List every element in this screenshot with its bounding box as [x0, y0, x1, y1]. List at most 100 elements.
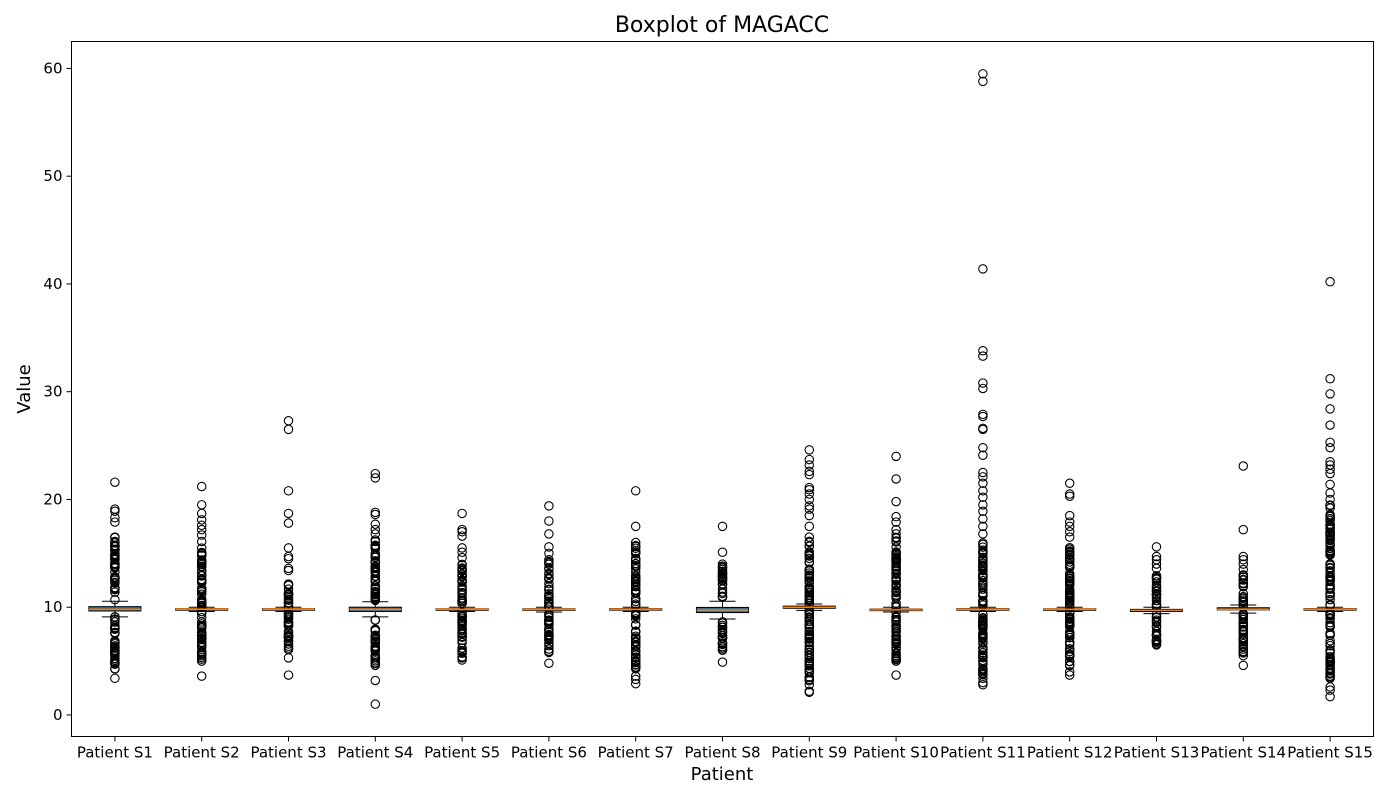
- outlier-point-10-12: [978, 478, 988, 489]
- outlier-point-10-23: [978, 351, 988, 361]
- outlier-point-7-0: [717, 657, 728, 667]
- outlier-point-1-2: [196, 536, 207, 547]
- outlier-high-6-44: [630, 585, 641, 595]
- outlier-point-8-4: [804, 532, 815, 542]
- outlier-high-14-59: [1325, 519, 1335, 530]
- outlier-low-8-44: [804, 650, 815, 660]
- outlier-high-14-68: [1325, 594, 1335, 605]
- outlier-point-11-6: [1064, 510, 1075, 521]
- outlier-high-14-45: [1325, 513, 1335, 524]
- outlier-point-12-6: [1151, 542, 1162, 552]
- outlier-point-8-8: [804, 501, 815, 511]
- outlier-point-4-4: [457, 543, 467, 553]
- outlier-low-10-41: [978, 632, 988, 643]
- outlier-point-11-1: [1064, 667, 1075, 677]
- outlier-high-4-29: [457, 569, 467, 580]
- outlier-point-4-7: [457, 524, 467, 535]
- outlier-point-8-2: [804, 680, 815, 690]
- outlier-low-5-15: [544, 638, 554, 648]
- outlier-point-10-10: [978, 492, 988, 503]
- outlier-low-0-34: [110, 614, 120, 625]
- outlier-point-13-8: [1238, 461, 1249, 471]
- outlier-high-10-14: [978, 542, 988, 552]
- x-tick-label-2: Patient S3: [250, 744, 326, 762]
- outlier-high-0-5: [110, 587, 120, 597]
- outlier-point-10-27: [978, 69, 988, 79]
- outlier-point-2-12: [283, 416, 294, 426]
- outlier-point-8-13: [804, 469, 815, 480]
- outlier-high-2-9: [283, 591, 294, 601]
- outlier-high-1-29: [196, 543, 207, 553]
- outlier-point-10-26: [978, 76, 988, 87]
- outlier-high-10-42: [978, 547, 988, 557]
- outlier-high-2-17: [283, 598, 294, 608]
- outlier-point-0-8: [110, 477, 120, 487]
- outlier-high-5-12: [544, 559, 554, 570]
- outlier-low-10-34: [978, 666, 988, 677]
- outlier-point-9-8: [891, 474, 901, 484]
- outlier-low-0-33: [110, 648, 120, 658]
- outlier-low-2-18: [283, 639, 294, 649]
- y-tick-label-6: 60: [43, 59, 62, 77]
- outlier-high-8-21: [804, 537, 815, 548]
- outlier-point-11-3: [1064, 527, 1075, 537]
- outlier-point-14-10: [1325, 456, 1335, 467]
- outlier-low-14-32: [1325, 617, 1335, 628]
- outlier-low-1-31: [196, 628, 207, 639]
- outlier-point-11-5: [1064, 517, 1075, 527]
- outlier-point-3-8: [370, 473, 381, 483]
- outlier-point-14-1: [1325, 685, 1335, 695]
- outlier-point-10-6: [978, 521, 988, 532]
- outlier-low-14-30: [1325, 620, 1335, 630]
- outlier-high-11-43: [1064, 587, 1075, 598]
- outlier-low-6-29: [630, 626, 641, 637]
- outlier-point-8-6: [804, 510, 815, 521]
- outlier-point-8-10: [804, 489, 815, 499]
- outlier-point-10-22: [978, 378, 988, 388]
- outlier-low-0-31: [110, 620, 120, 631]
- outlier-low-5-24: [544, 640, 554, 651]
- outlier-point-8-14: [804, 466, 815, 477]
- outlier-point-2-5: [283, 553, 294, 564]
- outlier-low-0-35: [110, 628, 120, 638]
- outlier-point-3-7: [370, 507, 381, 518]
- outlier-point-8-16: [804, 454, 815, 465]
- outlier-high-14-70: [1325, 572, 1335, 583]
- outlier-high-0-45: [110, 561, 120, 571]
- outlier-high-11-39: [1064, 590, 1075, 600]
- outlier-point-3-0: [370, 699, 381, 709]
- outlier-low-8-51: [804, 629, 815, 639]
- outlier-high-4-31: [457, 572, 467, 582]
- outlier-high-9-24: [891, 549, 901, 560]
- outlier-high-6-39: [630, 579, 641, 590]
- y-axis-label: Value: [14, 364, 35, 413]
- outlier-low-5-27: [544, 623, 554, 634]
- outlier-point-4-1: [457, 653, 467, 663]
- x-axis-label: Patient: [691, 764, 754, 785]
- outlier-point-14-9: [1325, 460, 1335, 470]
- outlier-high-2-8: [283, 601, 294, 612]
- outlier-low-14-37: [1325, 636, 1335, 646]
- outlier-high-8-37: [804, 571, 815, 582]
- outlier-point-1-9: [196, 481, 207, 492]
- outlier-point-13-3: [1238, 564, 1249, 575]
- outlier-point-6-2: [630, 671, 641, 681]
- outlier-low-14-40: [1325, 657, 1335, 668]
- outlier-low-0-26: [110, 638, 120, 649]
- outlier-point-2-6: [283, 551, 294, 562]
- outlier-point-9-2: [891, 654, 901, 664]
- outlier-high-14-69: [1325, 589, 1335, 599]
- outlier-high-5-16: [544, 584, 554, 595]
- outlier-high-3-43: [370, 589, 381, 600]
- outlier-low-5-19: [544, 619, 554, 630]
- outlier-point-0-2: [110, 655, 120, 665]
- outlier-high-0-7: [110, 594, 120, 605]
- outlier-point-10-18: [978, 423, 988, 434]
- outlier-low-8-1: [804, 626, 815, 637]
- outlier-low-8-50: [804, 644, 815, 654]
- outlier-low-11-28: [1064, 630, 1075, 640]
- outlier-point-2-0: [283, 670, 294, 680]
- outlier-low-7-20: [717, 638, 728, 648]
- outlier-high-4-27: [457, 596, 467, 607]
